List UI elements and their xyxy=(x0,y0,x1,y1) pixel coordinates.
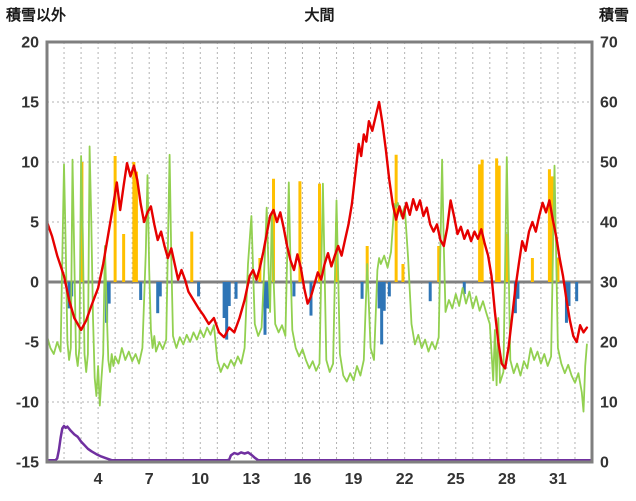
svg-text:40: 40 xyxy=(600,215,618,232)
svg-text:4: 4 xyxy=(94,471,103,488)
svg-text:60: 60 xyxy=(600,95,618,112)
svg-text:-15: -15 xyxy=(16,455,39,472)
svg-text:10: 10 xyxy=(191,471,209,488)
svg-text:10: 10 xyxy=(600,395,618,412)
svg-text:5: 5 xyxy=(30,215,39,232)
svg-text:31: 31 xyxy=(549,471,567,488)
series-purple-snow-line xyxy=(45,424,594,462)
svg-text:7: 7 xyxy=(145,471,154,488)
svg-text:-5: -5 xyxy=(25,335,39,352)
svg-text:20: 20 xyxy=(600,335,618,352)
svg-text:19: 19 xyxy=(345,471,363,488)
svg-text:20: 20 xyxy=(21,35,39,52)
plot-frame xyxy=(45,40,594,464)
svg-text:70: 70 xyxy=(600,35,618,52)
svg-text:13: 13 xyxy=(242,471,260,488)
svg-text:28: 28 xyxy=(498,471,516,488)
left-axis-tick-labels: 20 15 10 5 0 -5 -10 -15 xyxy=(16,35,39,472)
series-red-line xyxy=(45,100,589,370)
series-green-line xyxy=(46,145,588,413)
svg-text:-10: -10 xyxy=(16,395,39,412)
svg-text:10: 10 xyxy=(21,155,39,172)
right-axis-tick-labels: 70 60 50 40 30 20 10 0 xyxy=(600,35,618,472)
left-axis-title: 積雪以外 xyxy=(6,7,67,24)
svg-text:0: 0 xyxy=(30,275,39,292)
svg-text:22: 22 xyxy=(396,471,414,488)
svg-text:0: 0 xyxy=(600,455,609,472)
svg-text:25: 25 xyxy=(447,471,465,488)
x-axis-tick-labels: 4 7 10 13 16 19 22 25 28 31 xyxy=(94,471,567,488)
chart-title: 大間 xyxy=(304,7,335,24)
svg-text:15: 15 xyxy=(21,95,39,112)
svg-text:16: 16 xyxy=(294,471,312,488)
svg-text:50: 50 xyxy=(600,155,618,172)
right-axis-title: 積雪 xyxy=(598,7,629,24)
svg-text:30: 30 xyxy=(600,275,618,292)
